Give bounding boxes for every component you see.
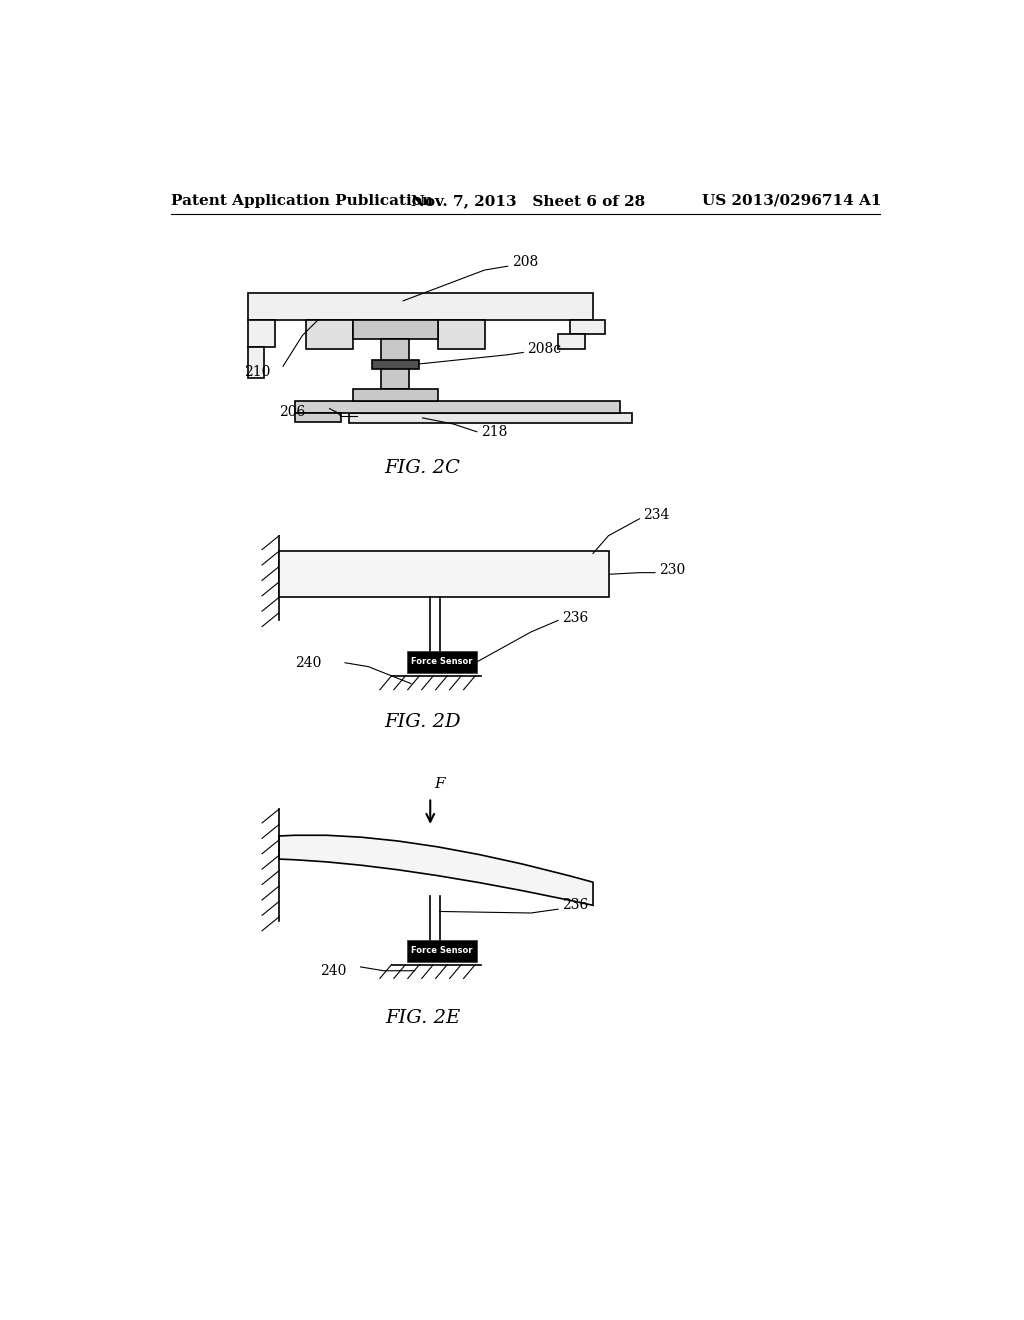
- Bar: [407, 651, 477, 673]
- Bar: [349, 412, 632, 422]
- Text: 210: 210: [245, 366, 270, 379]
- Bar: [372, 360, 419, 368]
- Bar: [569, 321, 604, 334]
- Bar: [295, 412, 341, 422]
- Text: 230: 230: [658, 564, 685, 577]
- Bar: [295, 401, 621, 412]
- Text: FIG. 2D: FIG. 2D: [384, 713, 461, 731]
- Bar: [248, 321, 275, 347]
- Text: 236: 236: [562, 611, 588, 626]
- Bar: [248, 347, 263, 378]
- Text: Nov. 7, 2013   Sheet 6 of 28: Nov. 7, 2013 Sheet 6 of 28: [411, 194, 645, 207]
- Text: US 2013/0296714 A1: US 2013/0296714 A1: [701, 194, 881, 207]
- Bar: [352, 321, 438, 339]
- Text: FIG. 2C: FIG. 2C: [385, 459, 461, 477]
- Bar: [438, 321, 484, 350]
- Text: Force Sensor: Force Sensor: [411, 946, 473, 956]
- Text: 218: 218: [480, 425, 507, 438]
- Bar: [248, 293, 593, 321]
- Text: 240: 240: [295, 656, 321, 669]
- Text: 234: 234: [643, 508, 670, 521]
- Text: 206: 206: [280, 405, 305, 420]
- Bar: [407, 940, 477, 961]
- Text: FIG. 2E: FIG. 2E: [385, 1010, 460, 1027]
- Text: Force Sensor: Force Sensor: [411, 657, 473, 667]
- Bar: [280, 552, 608, 597]
- Text: F: F: [434, 777, 444, 792]
- Bar: [306, 321, 352, 350]
- Text: 208c: 208c: [527, 342, 561, 356]
- Bar: [558, 334, 586, 350]
- Bar: [352, 389, 438, 401]
- Bar: [381, 339, 410, 389]
- Text: 240: 240: [321, 964, 346, 978]
- Text: 208: 208: [512, 255, 538, 269]
- PathPatch shape: [280, 836, 593, 906]
- Text: Patent Application Publication: Patent Application Publication: [171, 194, 432, 207]
- Text: 236: 236: [562, 899, 588, 912]
